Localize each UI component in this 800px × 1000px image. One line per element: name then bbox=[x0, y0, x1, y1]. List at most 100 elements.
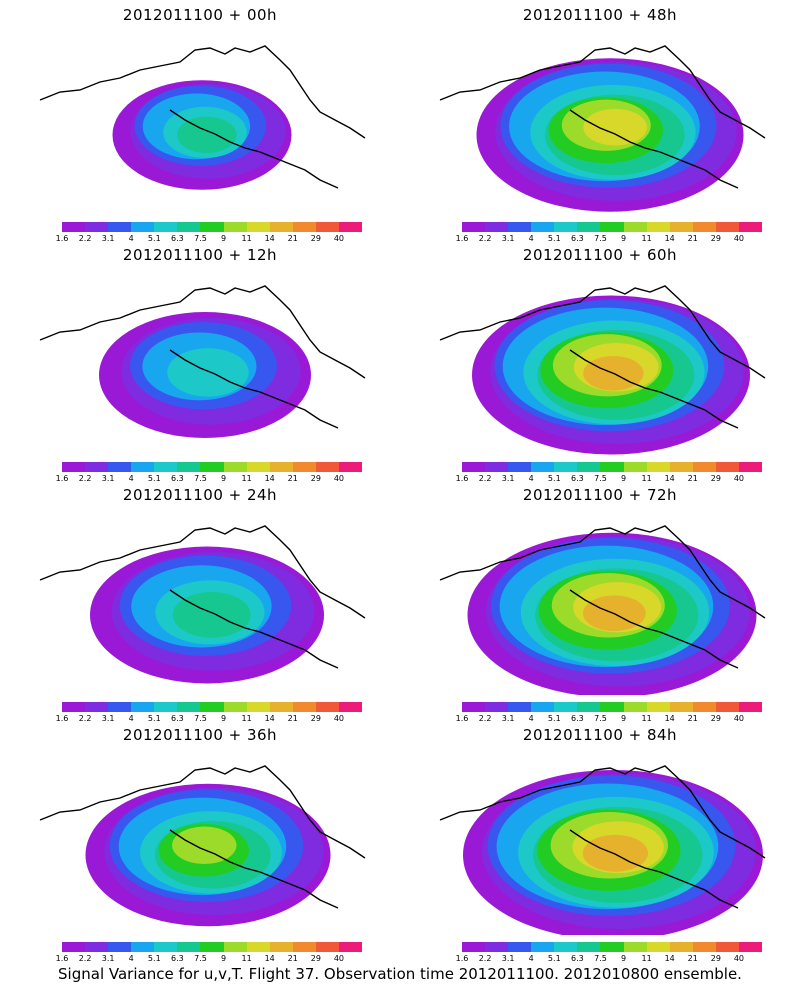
colorbar-tick-label: 11 bbox=[641, 714, 652, 723]
colorbar-swatch bbox=[577, 702, 601, 712]
colorbar-tick-label: 29 bbox=[310, 954, 321, 963]
colorbar-tick-label: 4 bbox=[128, 234, 134, 243]
colorbar-swatch bbox=[154, 462, 178, 472]
colorbar-tick-label: 11 bbox=[241, 714, 252, 723]
colorbar-tick-label: 4 bbox=[528, 474, 534, 483]
forecast-map-panel: 2012011100 + 00h 1.6 2.2 3.1 4 5.1 6.3 7.5 9 11 14… bbox=[0, 0, 400, 245]
panel-title: 2012011100 + 00h bbox=[122, 6, 278, 24]
colorbar-labels: 1.6 2.2 3.1 4 5.1 6.3 7.5 9 11 14 21 29 40 bbox=[56, 954, 362, 964]
colorbar-tick-label: 5.1 bbox=[547, 474, 561, 483]
variance-shading bbox=[112, 80, 292, 190]
colorbar-tick-label: 2.2 bbox=[478, 474, 492, 483]
polar-map bbox=[39, 765, 366, 927]
colorbar-labels: 1.6 2.2 3.1 4 5.1 6.3 7.5 9 11 14 21 29 40 bbox=[456, 474, 762, 484]
colorbar-swatch bbox=[715, 942, 739, 952]
colorbar-swatch bbox=[85, 222, 109, 232]
colorbar-tick-label: 2.2 bbox=[78, 714, 92, 723]
colorbar-swatch bbox=[223, 942, 247, 952]
colorbar-tick-label: 4 bbox=[128, 714, 134, 723]
colorbar-tick-label: 2.2 bbox=[78, 474, 92, 483]
colorbar-swatch bbox=[738, 222, 763, 232]
colorbar-swatch bbox=[554, 942, 578, 952]
colorbar-tick-label: 6.3 bbox=[171, 474, 184, 483]
colorbar-tick-label: 9 bbox=[620, 714, 627, 723]
colorbar-tick-label: 7.5 bbox=[194, 234, 207, 243]
colorbar-swatch bbox=[646, 702, 670, 712]
colorbar-tick-label: 40 bbox=[333, 714, 345, 723]
colorbar-tick-label: 21 bbox=[687, 954, 698, 963]
colorbar-swatch bbox=[600, 222, 624, 232]
colorbar-swatch bbox=[600, 462, 624, 472]
variance-shading bbox=[99, 312, 311, 438]
colorbar-tick-label: 21 bbox=[687, 234, 698, 243]
colorbar-swatch bbox=[692, 222, 716, 232]
colorbar-tick-label: 14 bbox=[264, 954, 275, 963]
colorbar-swatch bbox=[577, 942, 601, 952]
colorbar-tick-label: 40 bbox=[733, 474, 745, 483]
colorbar-tick-label: 21 bbox=[687, 714, 698, 723]
colorbar-tick-label: 3.1 bbox=[101, 474, 115, 483]
colorbar-tick-label: 5.1 bbox=[547, 234, 561, 243]
colorbar-swatch bbox=[738, 702, 763, 712]
colorbar-swatch bbox=[131, 462, 155, 472]
colorbar-tick-label: 29 bbox=[710, 714, 721, 723]
colorbar-tick-label: 29 bbox=[710, 234, 721, 243]
colorbar-swatch bbox=[315, 222, 339, 232]
colorbar-swatch bbox=[646, 222, 670, 232]
colorbar-tick-label: 1.6 bbox=[455, 474, 469, 483]
colorbar-swatch bbox=[338, 222, 363, 232]
colorbar bbox=[462, 942, 763, 952]
panel-title: 2012011100 + 60h bbox=[522, 246, 678, 264]
colorbar bbox=[62, 942, 363, 952]
colorbar-tick-label: 4 bbox=[528, 714, 534, 723]
colorbar-tick-label: 11 bbox=[641, 954, 652, 963]
colorbar-tick-label: 5.1 bbox=[547, 954, 561, 963]
colorbar-swatch bbox=[85, 462, 109, 472]
colorbar-tick-label: 7.5 bbox=[594, 714, 607, 723]
colorbar-tick-label: 14 bbox=[664, 474, 675, 483]
colorbar-tick-label: 40 bbox=[733, 234, 745, 243]
colorbar-swatch bbox=[577, 462, 601, 472]
colorbar-tick-label: 1.6 bbox=[55, 954, 69, 963]
colorbar-tick-label: 40 bbox=[333, 954, 345, 963]
colorbar-tick-label: 2.2 bbox=[478, 234, 492, 243]
colorbar-swatch bbox=[108, 222, 132, 232]
colorbar-swatch bbox=[108, 462, 132, 472]
colorbar-tick-label: 9 bbox=[620, 234, 627, 243]
colorbar-tick-label: 6.3 bbox=[171, 714, 184, 723]
colorbar-swatch bbox=[485, 702, 509, 712]
colorbar-tick-label: 14 bbox=[264, 474, 275, 483]
colorbar-tick-label: 29 bbox=[710, 954, 721, 963]
colorbar-tick-label: 6.3 bbox=[571, 234, 584, 243]
colorbar-swatch bbox=[154, 702, 178, 712]
variance-shading bbox=[467, 532, 757, 695]
colorbar-swatch bbox=[154, 942, 178, 952]
variance-shading bbox=[476, 58, 744, 212]
colorbar-swatch bbox=[646, 462, 670, 472]
colorbar bbox=[62, 222, 363, 232]
colorbar-swatch bbox=[131, 222, 155, 232]
panel-title: 2012011100 + 12h bbox=[122, 246, 278, 264]
colorbar-swatch bbox=[315, 702, 339, 712]
colorbar-swatch bbox=[715, 702, 739, 712]
colorbar-swatch bbox=[692, 462, 716, 472]
panel-title: 2012011100 + 48h bbox=[522, 6, 678, 24]
coastline bbox=[439, 525, 766, 669]
colorbar-tick-label: 1.6 bbox=[55, 234, 69, 243]
colorbar-swatch bbox=[462, 222, 486, 232]
colorbar-swatch bbox=[177, 942, 201, 952]
coastline bbox=[39, 525, 366, 669]
panel-title: 2012011100 + 84h bbox=[522, 726, 678, 744]
colorbar-tick-label: 9 bbox=[620, 474, 627, 483]
colorbar-swatch bbox=[269, 222, 293, 232]
colorbar-tick-label: 40 bbox=[733, 714, 745, 723]
colorbar-swatch bbox=[85, 942, 109, 952]
colorbar-tick-label: 3.1 bbox=[501, 954, 515, 963]
colorbar-swatch bbox=[338, 942, 363, 952]
colorbar-tick-label: 4 bbox=[528, 954, 534, 963]
colorbar-tick-label: 5.1 bbox=[547, 714, 561, 723]
colorbar-swatch bbox=[315, 942, 339, 952]
colorbar-tick-label: 6.3 bbox=[171, 234, 184, 243]
colorbar-tick-label: 4 bbox=[128, 954, 134, 963]
colorbar-swatch bbox=[62, 942, 86, 952]
